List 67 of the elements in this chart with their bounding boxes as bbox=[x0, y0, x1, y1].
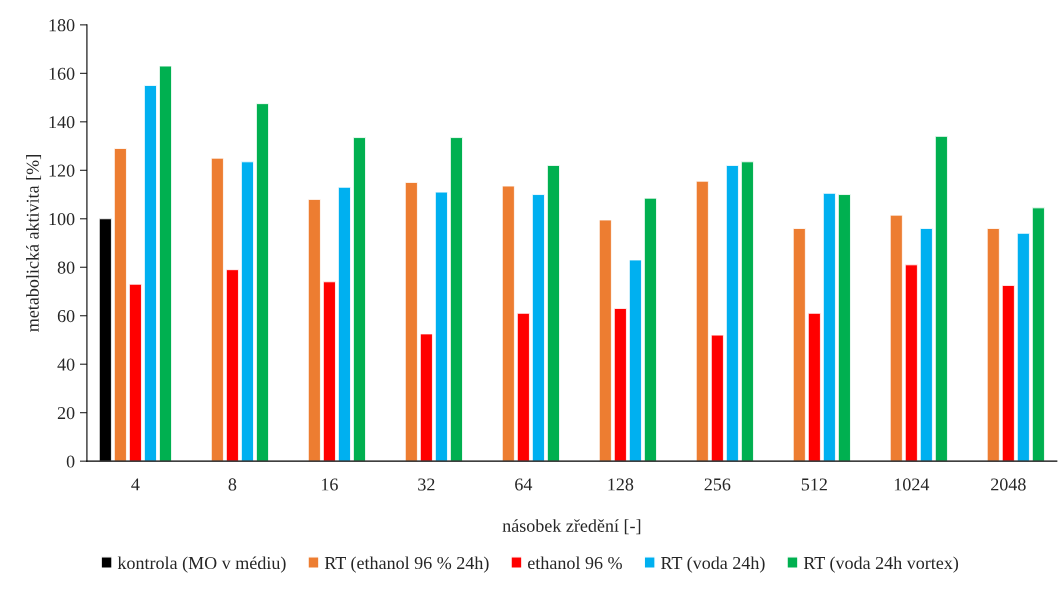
bar bbox=[904, 264, 918, 462]
bar bbox=[807, 312, 821, 462]
bar bbox=[889, 214, 903, 462]
bar bbox=[792, 228, 806, 462]
bar bbox=[322, 281, 336, 462]
x-tick-label: 512 bbox=[801, 478, 827, 491]
legend-label: RT (ethanol 96 % 24h) bbox=[324, 556, 489, 573]
bar bbox=[822, 192, 836, 462]
bar bbox=[1031, 207, 1045, 462]
bar bbox=[501, 185, 515, 462]
bar bbox=[628, 259, 642, 462]
legend-label: ethanol 96 % bbox=[528, 556, 622, 570]
bar bbox=[934, 135, 948, 462]
bar bbox=[725, 165, 739, 462]
y-tick-label: 20 bbox=[57, 406, 75, 420]
legend-label: RT (voda 24h) bbox=[661, 556, 765, 573]
bar bbox=[531, 194, 545, 462]
bar bbox=[449, 137, 463, 462]
y-tick-label: 40 bbox=[57, 358, 75, 371]
x-tick-label: 2048 bbox=[991, 478, 1026, 491]
bar bbox=[643, 197, 657, 462]
bar bbox=[919, 228, 933, 462]
y-tick-label: 180 bbox=[49, 19, 75, 32]
bar bbox=[740, 161, 754, 462]
bar bbox=[710, 334, 724, 462]
y-tick-label: 120 bbox=[49, 164, 75, 177]
bar bbox=[837, 194, 851, 462]
bar bbox=[159, 65, 172, 462]
bar bbox=[352, 137, 366, 462]
x-tick-label: 4 bbox=[131, 478, 140, 491]
bar bbox=[546, 165, 560, 462]
x-tick-label: 8 bbox=[228, 478, 237, 491]
x-tick-label: 256 bbox=[704, 478, 731, 491]
x-tick-label: 1024 bbox=[894, 478, 930, 491]
y-tick-label: 100 bbox=[49, 213, 75, 226]
x-tick-label: 64 bbox=[515, 478, 533, 491]
x-tick-label: 16 bbox=[321, 478, 338, 491]
bar bbox=[613, 308, 627, 462]
y-tick-label: 80 bbox=[57, 261, 75, 274]
legend-label: kontrola (MO v médiu) bbox=[117, 556, 286, 573]
bar bbox=[598, 219, 612, 462]
bar bbox=[307, 198, 321, 462]
bar bbox=[1001, 285, 1015, 462]
x-tick-label: 32 bbox=[418, 478, 435, 491]
y-tick-label: 160 bbox=[49, 67, 75, 80]
bar bbox=[210, 157, 224, 462]
x-tick-label: 128 bbox=[608, 478, 634, 491]
y-tick-label: 140 bbox=[49, 116, 75, 129]
x-axis-title: násobek zředění [-] bbox=[502, 519, 641, 535]
bar bbox=[128, 283, 142, 462]
bar bbox=[240, 161, 254, 462]
bar bbox=[986, 228, 1000, 462]
bar bbox=[695, 180, 709, 462]
bar bbox=[516, 312, 530, 462]
bar bbox=[419, 333, 433, 462]
bar bbox=[225, 269, 239, 462]
bar bbox=[113, 148, 127, 462]
bar bbox=[143, 85, 157, 462]
bar bbox=[255, 103, 269, 462]
legend-label: RT (voda 24h vortex) bbox=[803, 556, 959, 573]
y-axis-title: metabolická aktivita [%] bbox=[26, 155, 42, 332]
y-tick-label: 0 bbox=[66, 455, 75, 468]
bar bbox=[404, 182, 418, 462]
bar bbox=[434, 191, 448, 462]
bar bbox=[1016, 232, 1030, 462]
y-tick-label: 60 bbox=[57, 309, 75, 323]
bar bbox=[337, 186, 351, 462]
